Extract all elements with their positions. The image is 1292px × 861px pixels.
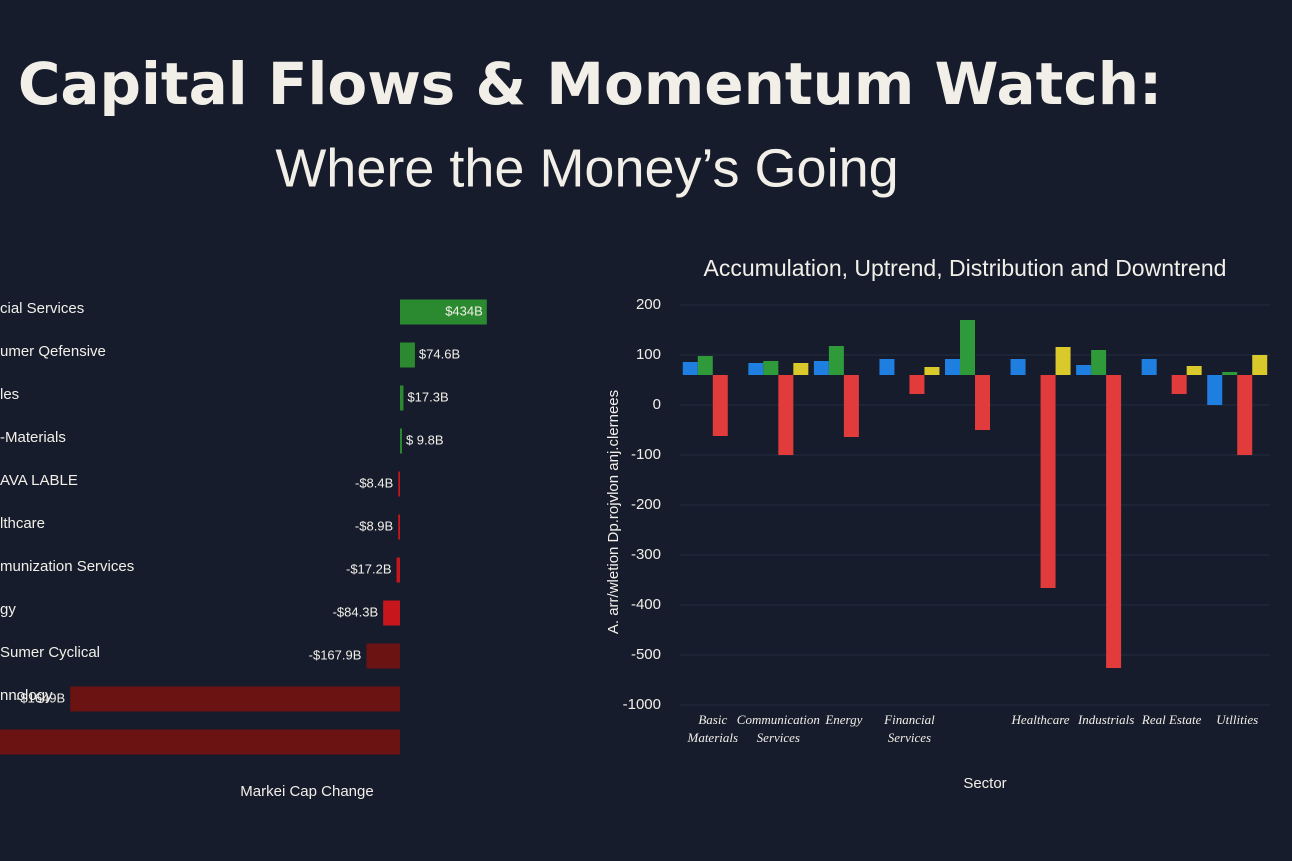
bar bbox=[843, 375, 859, 437]
value-label: -$1649B bbox=[16, 690, 65, 705]
bar bbox=[1252, 355, 1268, 375]
bar bbox=[1040, 375, 1056, 588]
x-tick-label: Industrials bbox=[1077, 712, 1134, 727]
category-label: Sumer Cyclical bbox=[0, 644, 100, 661]
bar bbox=[793, 363, 809, 375]
value-label: -$167.9B bbox=[309, 647, 362, 662]
page-subtitle: Where the Money’s Going bbox=[275, 138, 898, 198]
value-label: $434B bbox=[445, 303, 483, 318]
y-tick-label: 0 bbox=[653, 396, 661, 413]
bar bbox=[697, 356, 713, 375]
x-tick-label: Utllities bbox=[1216, 712, 1258, 727]
bar bbox=[879, 359, 895, 375]
y-tick-label: -300 bbox=[631, 546, 661, 563]
bar bbox=[778, 375, 794, 455]
bar bbox=[398, 514, 400, 540]
x-axis-label: Markei Cap Change bbox=[240, 783, 373, 800]
bar bbox=[763, 361, 779, 375]
bar bbox=[712, 375, 728, 436]
category-label: AVA LABLE bbox=[0, 472, 78, 489]
value-label: $ 9.8B bbox=[406, 432, 444, 447]
x-tick-label: Financial Services bbox=[883, 712, 935, 745]
bar bbox=[400, 428, 402, 454]
x-tick-label: Basic Materials bbox=[686, 712, 738, 745]
bar bbox=[945, 359, 960, 375]
bar bbox=[1076, 365, 1092, 375]
bar bbox=[366, 643, 400, 669]
bar bbox=[1091, 350, 1107, 375]
value-label: -$17.2B bbox=[346, 561, 392, 576]
bar bbox=[960, 320, 975, 375]
x-tick-label: Energy bbox=[824, 712, 862, 727]
bar bbox=[400, 299, 487, 325]
bar bbox=[400, 342, 415, 368]
y-tick-label: 200 bbox=[636, 296, 661, 313]
y-tick-label: -200 bbox=[631, 496, 661, 513]
bar bbox=[1207, 375, 1223, 405]
bar bbox=[396, 557, 400, 583]
category-label: umer Qefensive bbox=[0, 343, 106, 360]
bar bbox=[1222, 372, 1238, 375]
bar bbox=[0, 729, 400, 755]
x-axis-label: Sector bbox=[963, 775, 1006, 792]
bar bbox=[1055, 347, 1071, 375]
bar bbox=[1106, 375, 1122, 668]
x-tick-label: Real Estate bbox=[1141, 712, 1202, 727]
bar bbox=[70, 686, 400, 712]
bar bbox=[1186, 366, 1202, 375]
page-title: Capital Flows & Momentum Watch: bbox=[18, 50, 1162, 118]
bar bbox=[400, 385, 404, 411]
x-tick-label: Healthcare bbox=[1011, 712, 1070, 727]
value-label: -$8.4B bbox=[355, 475, 393, 490]
bar bbox=[813, 361, 829, 375]
y-axis-label: A. arr/wletion Dp.rojvlon anj.clernees bbox=[605, 390, 622, 634]
category-label: nnology bbox=[0, 687, 53, 704]
y-tick-label: -500 bbox=[631, 646, 661, 663]
y-tick-label: 100 bbox=[636, 346, 661, 363]
bar bbox=[909, 375, 925, 394]
bar bbox=[383, 600, 400, 626]
bar bbox=[828, 346, 844, 375]
value-label: -$8.9B bbox=[355, 518, 393, 533]
category-label: lthcare bbox=[0, 515, 45, 532]
value-label: $17.3B bbox=[407, 389, 448, 404]
bar bbox=[975, 375, 990, 430]
category-label: -Materials bbox=[0, 429, 66, 446]
bar bbox=[398, 471, 400, 497]
value-label: $74.6B bbox=[419, 346, 460, 361]
x-tick-label: Communication Services bbox=[737, 712, 820, 745]
category-label: munization Services bbox=[0, 558, 134, 575]
bar bbox=[1141, 359, 1157, 375]
bar bbox=[924, 367, 940, 375]
category-label: gy bbox=[0, 601, 16, 618]
bar bbox=[682, 362, 698, 375]
chart-title: Accumulation, Uptrend, Distribution and … bbox=[704, 255, 1227, 281]
category-label: cial Services bbox=[0, 300, 84, 317]
y-tick-label: -1000 bbox=[623, 696, 661, 713]
bar bbox=[748, 363, 764, 375]
value-label: -$84.3B bbox=[333, 604, 379, 619]
category-label: les bbox=[0, 386, 19, 403]
bar bbox=[1237, 375, 1253, 455]
y-tick-label: -100 bbox=[631, 446, 661, 463]
bar bbox=[1010, 359, 1026, 375]
y-tick-label: -400 bbox=[631, 596, 661, 613]
bar bbox=[1171, 375, 1187, 394]
